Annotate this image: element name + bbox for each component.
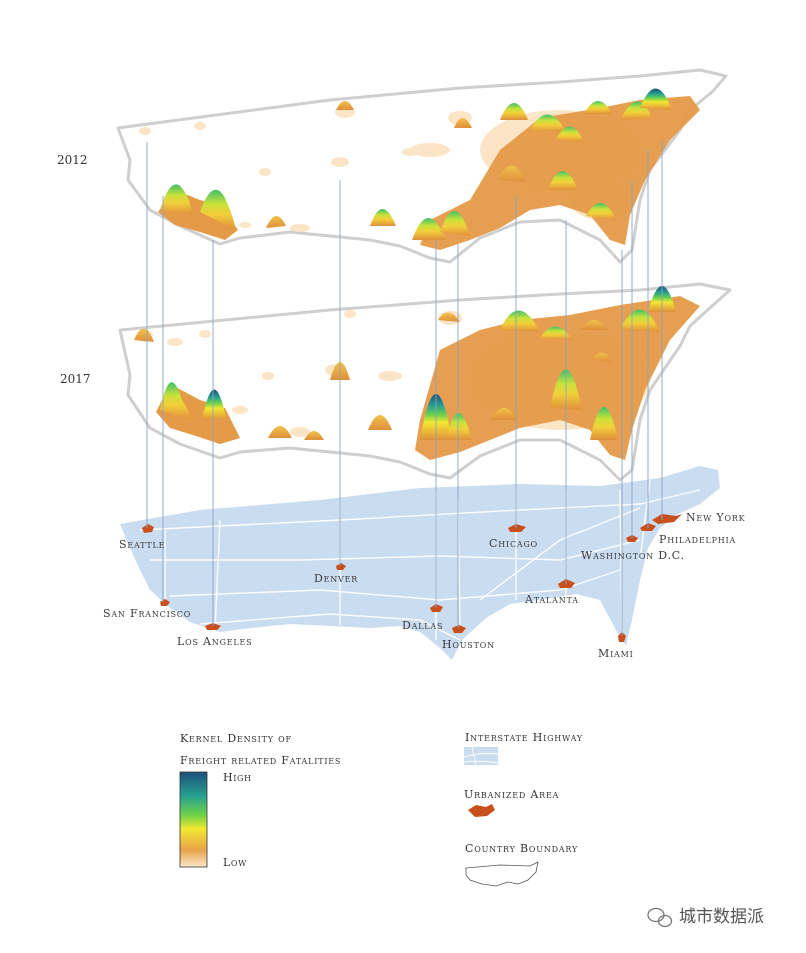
year-label-2012: 2012 xyxy=(57,153,88,167)
year-label-2017: 2017 xyxy=(60,372,91,386)
layer-2012: 2012 xyxy=(57,68,728,264)
city-label-san-francisco: San Francisco xyxy=(103,607,191,620)
city-label-chicago: Chicago xyxy=(489,537,538,550)
layer-2017: 2017 xyxy=(60,282,732,482)
city-label-houston: Houston xyxy=(442,638,495,651)
legend-color-ramp xyxy=(179,771,208,868)
city-label-los-angeles: Los Angeles xyxy=(177,635,252,648)
legend-highway-swatch xyxy=(463,746,499,766)
legend-density-title-line2: Freight related Fatalities xyxy=(180,754,341,767)
base-map: Seattle San Francisco Los Angeles Denver… xyxy=(103,140,746,660)
legend-boundary-label: Country Boundary xyxy=(465,842,578,855)
city-label-philadelphia: Philadelphia xyxy=(659,533,736,546)
city-label-miami: Miami xyxy=(598,647,634,660)
city-label-atalanta: Atalanta xyxy=(524,593,579,606)
legend-highway-label: Interstate Highway xyxy=(465,731,583,744)
city-label-new-york: New York xyxy=(686,511,746,524)
legend-low-label: Low xyxy=(223,856,247,869)
watermark-text: 城市数据派 xyxy=(679,907,764,927)
city-labels: Seattle San Francisco Los Angeles Denver… xyxy=(103,511,746,660)
density-mass-2017 xyxy=(415,296,700,460)
legend: Kernel Density of Freight related Fatali… xyxy=(179,731,583,887)
legend-high-label: High xyxy=(223,771,252,784)
base-map-land xyxy=(120,466,720,660)
wechat-icon xyxy=(647,907,673,928)
city-label-washington-dc: Washington D.C. xyxy=(581,549,685,562)
legend-density-title-line1: Kernel Density of xyxy=(180,732,292,745)
city-connector-lines xyxy=(146,140,663,636)
city-label-denver: Denver xyxy=(314,572,358,585)
city-label-seattle: Seattle xyxy=(119,538,165,551)
legend-boundary-swatch xyxy=(465,861,539,887)
city-label-dallas: Dallas xyxy=(402,619,443,632)
legend-urban-label: Urbanized Area xyxy=(464,788,559,801)
peaks-2012 xyxy=(160,88,672,240)
watermark: 城市数据派 xyxy=(647,907,764,928)
legend-urban-swatch xyxy=(468,804,495,817)
